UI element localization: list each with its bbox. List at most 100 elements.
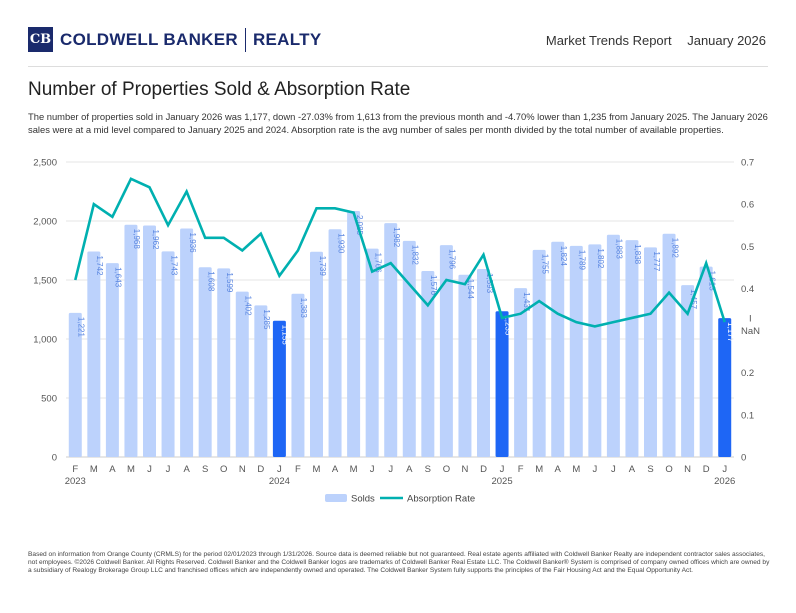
bar-data-label: 1,832 xyxy=(411,245,420,266)
brand-name: COLDWELL BANKER xyxy=(60,29,238,49)
report-header: Market Trends Report January 2026 xyxy=(546,33,766,48)
bar-data-label: 1,962 xyxy=(151,229,160,250)
x-tick-label: S xyxy=(202,464,208,475)
x-tick-label: J xyxy=(722,464,727,475)
x-tick-label: A xyxy=(555,464,562,475)
bar xyxy=(532,249,546,457)
bar xyxy=(291,293,305,457)
bar-data-label: 1,796 xyxy=(448,249,457,270)
x-tick-label: O xyxy=(220,464,227,475)
page-title: Number of Properties Sold & Absorption R… xyxy=(28,79,411,100)
x-tick-label: A xyxy=(629,464,636,475)
right-tick-label: 0.1 xyxy=(741,410,754,421)
bar-data-label: 1,766 xyxy=(373,253,382,274)
footer-disclaimer: Based on information from Orange County … xyxy=(28,551,770,574)
x-tick-label: M xyxy=(350,464,358,475)
bar-data-label: 1,155 xyxy=(281,325,290,346)
x-tick-label: O xyxy=(443,464,450,475)
bar xyxy=(644,247,657,457)
bar-data-label: 1,402 xyxy=(244,296,253,317)
x-year-label: 2023 xyxy=(65,476,86,487)
right-tick-mark: I xyxy=(749,314,752,325)
left-tick-label: 500 xyxy=(41,394,57,405)
bar-data-label: 1,968 xyxy=(132,229,141,250)
bar-data-label: 1,643 xyxy=(114,267,123,288)
bar-data-label: 1,743 xyxy=(169,255,178,276)
legend-swatch-solds xyxy=(325,494,347,502)
x-tick-label: J xyxy=(370,464,375,475)
x-tick-label: O xyxy=(665,464,672,475)
x-tick-label: F xyxy=(72,464,78,475)
bar xyxy=(699,266,713,457)
x-tick-label: J xyxy=(611,464,616,475)
bar-data-label: 1,235 xyxy=(503,315,512,336)
x-tick-label: A xyxy=(406,464,413,475)
bar xyxy=(235,291,249,457)
bar-data-label: 1,177 xyxy=(726,322,735,343)
bar xyxy=(551,241,565,457)
x-tick-label: J xyxy=(592,464,597,475)
bar xyxy=(365,248,379,457)
right-tick-label: 0.5 xyxy=(741,242,754,253)
bar-data-label: 1,883 xyxy=(615,239,624,260)
bar xyxy=(477,269,490,457)
x-tick-label: D xyxy=(703,464,710,475)
bar-data-label: 1,593 xyxy=(485,273,494,294)
left-tick-label: 1,000 xyxy=(33,335,57,346)
bar-data-label: 1,789 xyxy=(578,250,587,271)
x-tick-label: N xyxy=(684,464,691,475)
x-tick-label: J xyxy=(500,464,505,475)
bar-data-label: 1,544 xyxy=(466,279,475,300)
bar xyxy=(68,312,82,457)
bar xyxy=(606,234,620,457)
x-tick-label: J xyxy=(388,464,393,475)
bar xyxy=(514,288,528,457)
right-tick-label: 0.6 xyxy=(741,200,754,211)
bar xyxy=(569,245,583,457)
bar xyxy=(458,274,472,457)
bar-data-label: 1,221 xyxy=(77,317,86,338)
x-tick-label: J xyxy=(147,464,152,475)
bar xyxy=(272,320,286,457)
x-tick-label: F xyxy=(295,464,301,475)
bar xyxy=(328,229,342,457)
x-tick-label: M xyxy=(313,464,321,475)
bar-data-label: 1,777 xyxy=(652,251,661,272)
legend-label-absorption: Absorption Rate xyxy=(407,494,475,505)
bar xyxy=(421,271,435,457)
bar xyxy=(347,210,361,457)
bar-data-label: 1,431 xyxy=(522,292,531,313)
report-period: January 2026 xyxy=(687,33,766,48)
x-tick-label: M xyxy=(535,464,543,475)
x-tick-label: F xyxy=(518,464,524,475)
bar xyxy=(681,285,695,457)
bar xyxy=(310,251,323,457)
right-tick-label: 0 xyxy=(741,453,746,464)
brand-suffix: REALTY xyxy=(252,29,322,49)
logo-divider xyxy=(244,27,246,52)
bar-data-label: 1,755 xyxy=(540,254,549,275)
bar-data-label: 1,599 xyxy=(225,272,234,293)
bar xyxy=(625,240,639,457)
bar-data-label: 1,936 xyxy=(188,233,197,254)
bar xyxy=(384,223,398,457)
bar xyxy=(254,305,268,457)
x-tick-label: N xyxy=(239,464,246,475)
left-tick-label: 0 xyxy=(52,453,57,464)
x-tick-label: M xyxy=(572,464,580,475)
legend-label-solds: Solds xyxy=(351,494,375,505)
x-tick-label: A xyxy=(109,464,116,475)
bar xyxy=(718,318,732,457)
bar-data-label: 1,802 xyxy=(596,248,605,269)
bar-data-label: 1,742 xyxy=(95,255,104,276)
right-tick-label: 0.2 xyxy=(741,368,754,379)
bar xyxy=(105,263,119,457)
bar-data-label: 1,892 xyxy=(670,238,679,259)
bar xyxy=(161,251,175,457)
bar xyxy=(143,225,156,457)
logo-mark: CB xyxy=(28,27,53,52)
bar-data-label: 1,930 xyxy=(336,233,345,254)
bar-data-label: 1,383 xyxy=(299,298,308,319)
x-tick-label: M xyxy=(90,464,98,475)
